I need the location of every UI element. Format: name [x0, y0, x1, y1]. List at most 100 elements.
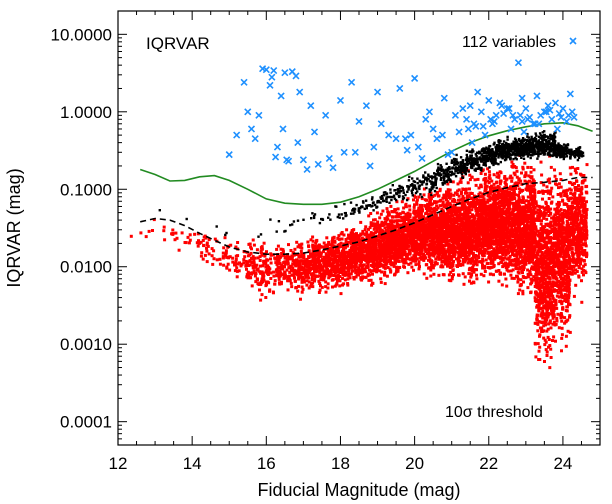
scatter-point: [258, 264, 262, 268]
scatter-point: [344, 271, 348, 275]
scatter-point: [296, 253, 300, 256]
scatter-point: [454, 235, 457, 238]
scatter-point: [202, 235, 206, 239]
scatter-point: [231, 260, 235, 264]
scatter-point: [432, 220, 436, 224]
scatter-point: [486, 179, 490, 183]
scatter-point: [482, 220, 486, 224]
scatter-point: [319, 278, 323, 282]
scatter-point: [457, 238, 461, 242]
scatter-point: [306, 265, 310, 269]
scatter-point: [411, 259, 415, 263]
scatter-point: [280, 265, 284, 269]
scatter-point: [398, 247, 402, 251]
scatter-point: [397, 219, 401, 223]
scatter-point: [440, 234, 444, 238]
scatter-point: [463, 210, 467, 214]
scatter-point: [303, 262, 306, 266]
scatter-point: [406, 215, 410, 219]
scatter-point: [491, 194, 495, 198]
scatter-point: [262, 274, 266, 278]
scatter-point: [352, 236, 356, 240]
scatter-point: [349, 272, 353, 276]
scatter-point: [283, 265, 286, 269]
scatter-point: [328, 243, 332, 247]
scatter-point: [462, 244, 466, 248]
scatter-point: [467, 231, 471, 235]
scatter-point: [477, 260, 481, 264]
scatter-point: [223, 236, 227, 240]
scatter-point: [486, 232, 490, 236]
scatter-point: [301, 255, 305, 259]
scatter-point: [310, 263, 314, 267]
scatter-point: [303, 268, 307, 272]
scatter-point: [395, 223, 399, 226]
scatter-point: [339, 266, 343, 270]
scatter-point: [360, 236, 364, 240]
scatter-point: [417, 231, 421, 235]
scatter-point: [469, 261, 473, 265]
scatter-point: [470, 248, 474, 252]
scatter-point: [447, 216, 451, 220]
scatter-point: [438, 233, 442, 237]
scatter-point: [415, 200, 419, 204]
scatter-point: [329, 272, 333, 275]
scatter-point: [377, 241, 381, 245]
scatter-point: [224, 249, 228, 253]
scatter-point: [385, 274, 389, 278]
scatter-point: [441, 244, 445, 248]
scatter-point: [414, 246, 418, 250]
scatter-point: [258, 288, 261, 292]
scatter-point: [453, 220, 456, 224]
scatter-point: [414, 195, 418, 199]
scatter-point: [450, 238, 454, 242]
scatter-point: [200, 251, 204, 255]
scatter-point: [477, 235, 481, 239]
scatter-point: [445, 225, 448, 229]
scatter-point: [319, 263, 323, 267]
scatter-point: [424, 217, 428, 221]
scatter-point: [187, 241, 191, 245]
scatter-point: [377, 262, 381, 266]
scatter-point: [387, 226, 390, 230]
scatter-point: [337, 269, 341, 273]
scatter-point: [262, 259, 266, 263]
scatter-point: [485, 222, 489, 226]
scatter-point: [470, 202, 474, 206]
scatter-point: [392, 248, 396, 252]
scatter-point: [441, 196, 445, 200]
scatter-point: [386, 233, 390, 236]
scatter-point: [280, 263, 284, 267]
scatter-point: [475, 207, 479, 210]
scatter-point: [275, 247, 279, 251]
scatter-point: [335, 251, 339, 255]
scatter-point: [295, 262, 299, 266]
scatter-point: [256, 282, 260, 286]
scatter-point: [430, 265, 434, 269]
scatter-point: [446, 200, 450, 204]
scatter-point: [321, 257, 325, 261]
scatter-point: [297, 255, 301, 259]
scatter-point: [479, 209, 483, 213]
scatter-point: [480, 237, 484, 241]
scatter-point: [404, 222, 408, 226]
scatter-point: [410, 256, 414, 260]
scatter-point: [459, 180, 463, 184]
scatter-point: [451, 269, 455, 272]
scatter-point: [344, 240, 348, 244]
scatter-point: [284, 275, 288, 279]
scatter-point: [344, 260, 348, 264]
scatter-point: [396, 207, 400, 211]
scatter-point: [312, 253, 316, 257]
scatter-point: [404, 224, 408, 228]
scatter-point: [420, 233, 424, 237]
scatter-point: [353, 250, 357, 254]
scatter-point: [340, 252, 344, 255]
scatter-point: [489, 197, 493, 201]
scatter-point: [283, 262, 287, 266]
scatter-point: [420, 197, 424, 201]
scatter-point: [439, 265, 443, 269]
scatter-point: [358, 243, 362, 247]
scatter-point: [378, 269, 382, 273]
scatter-point: [488, 223, 492, 227]
